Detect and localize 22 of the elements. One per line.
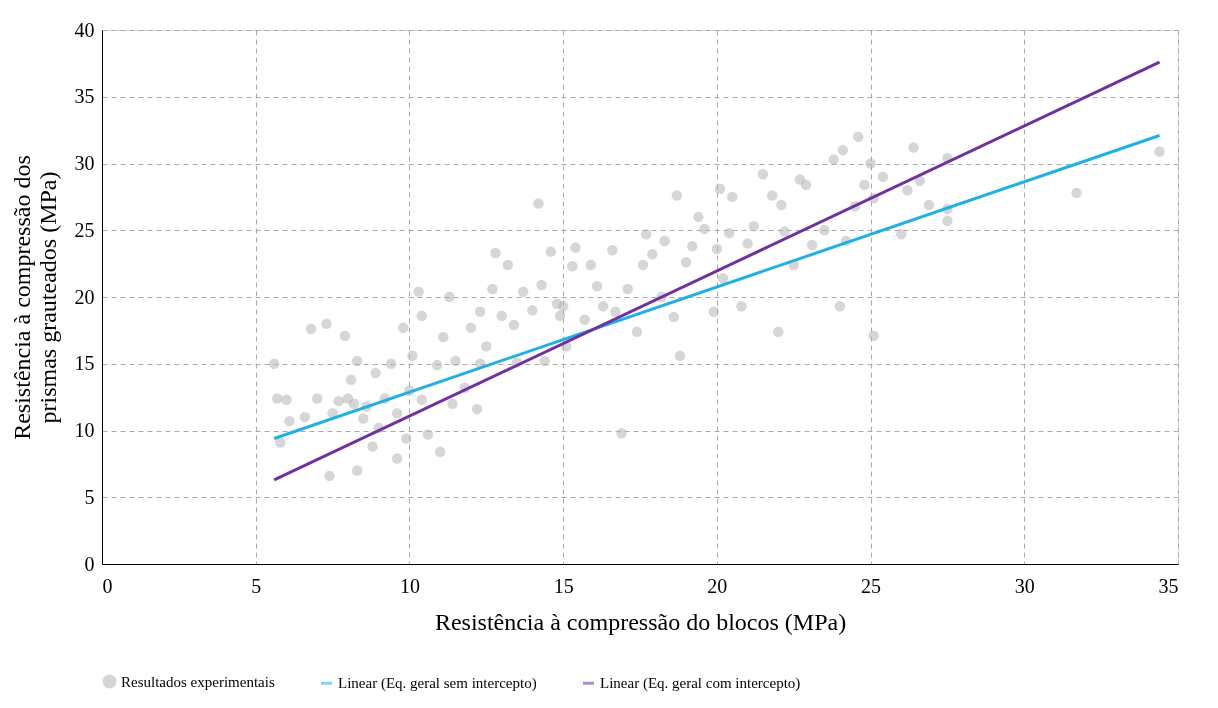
y-tick-label: 20 [74,285,95,308]
y-tick-label: 40 [74,18,95,41]
x-tick-label: 25 [861,574,882,597]
y-tick-label: 30 [74,152,95,174]
x-tick-label: 30 [1014,574,1035,597]
y-tick-label: 10 [74,419,95,441]
y-tick-label: 5 [84,485,95,508]
x-tick-label: 35 [1158,574,1179,597]
legend-label: Linear (Eq. geral sem intercepto) [338,675,537,693]
y-tick-label: 0 [84,552,95,575]
x-tick-label: 5 [251,574,262,597]
x-tick-label: 0 [102,574,113,597]
y-tick-label: 15 [74,352,95,375]
x-tick-label: 10 [399,574,420,597]
y-axis-title: Resistência à compressão dos prismas grauteados (MPa) [8,155,61,440]
y-tick-label: 25 [74,218,95,241]
legend-label: Resultados experimentais [121,673,275,690]
x-tick-label: 15 [553,574,574,597]
x-axis-title: Resistência à compressão do blocos (MPa) [434,608,847,635]
legend-label: Linear (Eq. geral com intercepto) [600,675,801,693]
x-tick-label: 20 [707,574,728,597]
y-tick-label: 35 [74,85,95,108]
